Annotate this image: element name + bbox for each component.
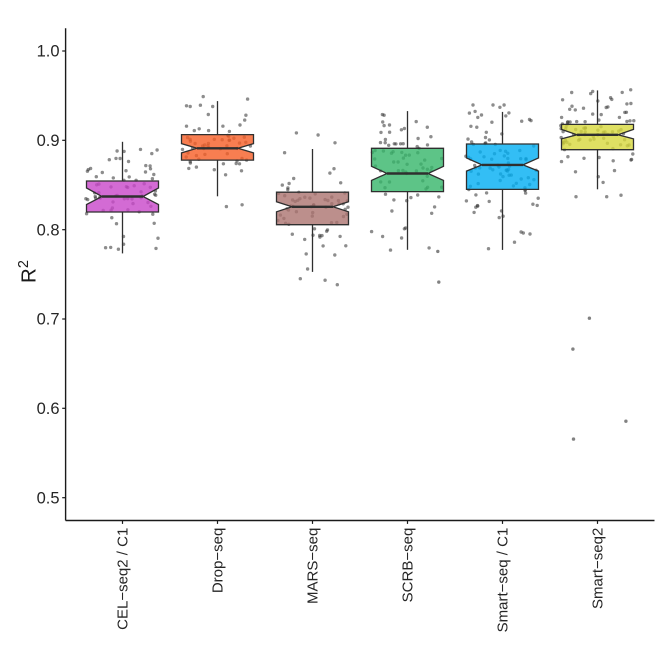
svg-text:0.7: 0.7 bbox=[37, 311, 60, 329]
svg-text:0.5: 0.5 bbox=[37, 489, 60, 507]
svg-text:CEL−seq2 / C1: CEL−seq2 / C1 bbox=[115, 528, 132, 630]
svg-text:0.9: 0.9 bbox=[37, 132, 60, 150]
svg-text:Smart−seq2: Smart−seq2 bbox=[590, 528, 607, 609]
svg-text:MARS−seq: MARS−seq bbox=[305, 528, 322, 604]
svg-text:Smart−seq / C1: Smart−seq / C1 bbox=[495, 528, 512, 633]
svg-text:Drop−seq: Drop−seq bbox=[210, 528, 227, 593]
svg-text:1.0: 1.0 bbox=[37, 43, 60, 61]
svg-text:0.6: 0.6 bbox=[37, 400, 60, 418]
svg-text:SCRB−seq: SCRB−seq bbox=[400, 528, 417, 603]
svg-text:0.8: 0.8 bbox=[37, 221, 60, 239]
